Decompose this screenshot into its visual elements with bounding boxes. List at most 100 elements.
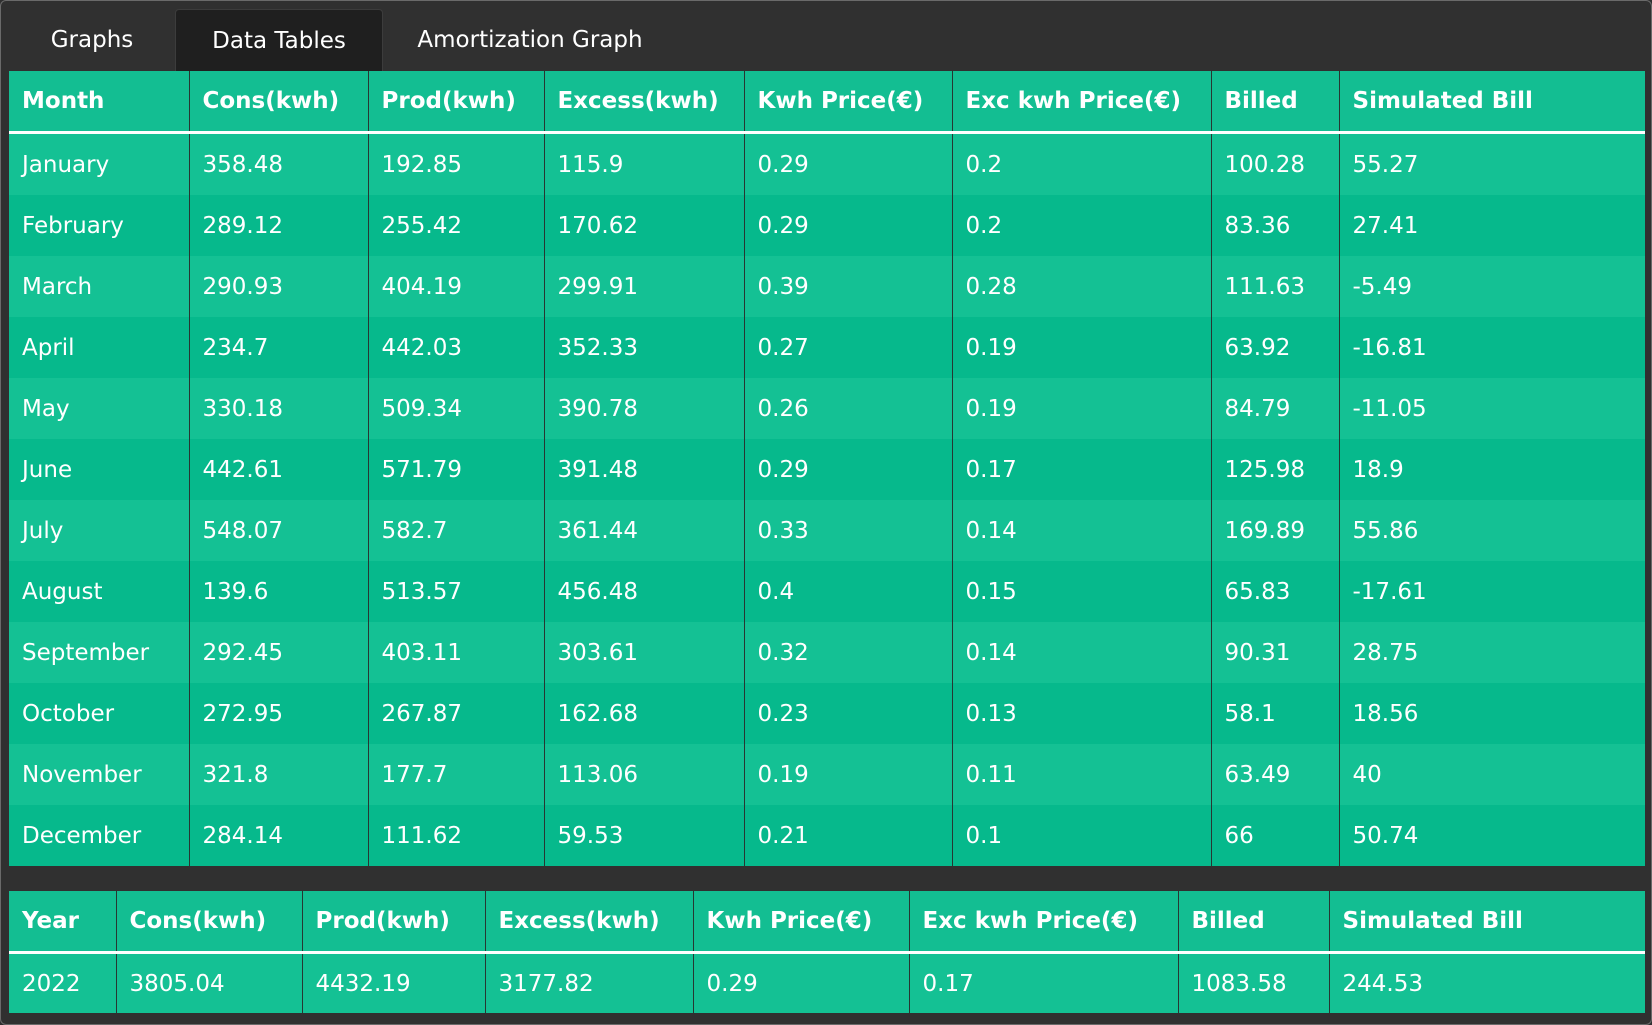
table-cell: 139.6 [188,561,368,622]
table-cell: 352.33 [543,317,744,378]
table-cell: 113.06 [543,744,744,805]
tab-bar: Graphs Data Tables Amortization Graph [9,9,677,71]
table-cell: 0.2 [951,195,1211,256]
col-header-excess[interactable]: Excess(kwh) [484,891,693,954]
tab-amortization-graph[interactable]: Amortization Graph [417,27,643,53]
table-cell: 582.7 [367,500,544,561]
table-cell: 63.92 [1210,317,1339,378]
table-cell: 272.95 [188,683,368,744]
table-row: December 284.14 111.62 59.53 0.21 0.1 66 50.74 [9,805,1645,866]
monthly-table-body: January 358.48 192.85 115.9 0.29 0.2 100.28 55.… [9,132,1645,866]
col-header-year[interactable]: Year [9,891,116,954]
table-cell: 361.44 [543,500,744,561]
table-cell: 28.75 [1338,622,1645,683]
table-cell: 170.62 [543,195,744,256]
table-cell: 299.91 [543,256,744,317]
table-cell: June [9,439,189,500]
table-cell: 0.14 [951,622,1211,683]
table-cell: 59.53 [543,805,744,866]
col-header-exc-kwh-price[interactable]: Exc kwh Price(€) [951,71,1211,134]
table-row: August 139.6 513.57 456.48 0.4 0.15 65.83 -17.6… [9,561,1645,622]
table-cell: 83.36 [1210,195,1339,256]
table-cell: 234.7 [188,317,368,378]
table-cell: 0.33 [743,500,952,561]
yearly-table-body: 2022 3805.04 4432.19 3177.82 0.29 0.17 1083.58… [9,952,1645,1013]
table-cell: 284.14 [188,805,368,866]
col-header-simulated-bill[interactable]: Simulated Bill [1328,891,1645,954]
table-cell: 0.29 [743,195,952,256]
table-cell: 4432.19 [301,952,485,1013]
col-header-prod[interactable]: Prod(kwh) [301,891,485,954]
table-cell: 55.86 [1338,500,1645,561]
col-header-billed[interactable]: Billed [1177,891,1329,954]
table-cell: 18.9 [1338,439,1645,500]
table-cell: -16.81 [1338,317,1645,378]
table-cell: 3805.04 [115,952,302,1013]
col-header-exc-kwh-price[interactable]: Exc kwh Price(€) [908,891,1178,954]
table-cell: 391.48 [543,439,744,500]
table-cell: March [9,256,189,317]
col-header-kwh-price[interactable]: Kwh Price(€) [692,891,909,954]
table-cell: December [9,805,189,866]
tab-data-tables[interactable]: Data Tables [175,9,383,71]
table-cell: 115.9 [543,132,744,195]
table-cell: 0.29 [743,439,952,500]
table-cell: 0.29 [692,952,909,1013]
col-header-kwh-price[interactable]: Kwh Price(€) [743,71,952,134]
table-row: February 289.12 255.42 170.62 0.29 0.2 83.36 27… [9,195,1645,256]
table-cell: 0.4 [743,561,952,622]
table-cell: 456.48 [543,561,744,622]
table-cell: 0.27 [743,317,952,378]
table-cell: -11.05 [1338,378,1645,439]
col-header-billed[interactable]: Billed [1210,71,1339,134]
col-header-month[interactable]: Month [9,71,189,134]
table-cell: 50.74 [1338,805,1645,866]
table-cell: 0.14 [951,500,1211,561]
table-cell: 65.83 [1210,561,1339,622]
table-row: 2022 3805.04 4432.19 3177.82 0.29 0.17 1083.58… [9,952,1645,1013]
table-cell: 0.26 [743,378,952,439]
table-cell: 0.2 [951,132,1211,195]
col-header-excess[interactable]: Excess(kwh) [543,71,744,134]
table-cell: 111.62 [367,805,544,866]
table-cell: 55.27 [1338,132,1645,195]
table-row: March 290.93 404.19 299.91 0.39 0.28 111.63 -5.… [9,256,1645,317]
yearly-header-row: Year Cons(kwh) Prod(kwh) Excess(kwh) Kwh… [9,891,1645,954]
table-row: June 442.61 571.79 391.48 0.29 0.17 125.98 18.9 [9,439,1645,500]
table-row: July 548.07 582.7 361.44 0.33 0.14 169.89 55.86 [9,500,1645,561]
table-cell: 84.79 [1210,378,1339,439]
table-cell: 0.21 [743,805,952,866]
table-cell: 403.11 [367,622,544,683]
table-cell: 548.07 [188,500,368,561]
table-cell: October [9,683,189,744]
table-row: November 321.8 177.7 113.06 0.19 0.11 63.49 40 [9,744,1645,805]
table-cell: 0.23 [743,683,952,744]
table-cell: 111.63 [1210,256,1339,317]
table-cell: September [9,622,189,683]
table-cell: 177.7 [367,744,544,805]
col-header-simulated-bill[interactable]: Simulated Bill [1338,71,1645,134]
table-cell: July [9,500,189,561]
table-cell: 0.39 [743,256,952,317]
table-cell: 289.12 [188,195,368,256]
tab-graphs[interactable]: Graphs [50,27,134,53]
table-cell: -5.49 [1338,256,1645,317]
monthly-header-row: Month Cons(kwh) Prod(kwh) Excess(kwh) Kw… [9,71,1645,134]
table-cell: February [9,195,189,256]
table-cell: August [9,561,189,622]
table-cell: 58.1 [1210,683,1339,744]
table-cell: January [9,132,189,195]
col-header-prod[interactable]: Prod(kwh) [367,71,544,134]
col-header-cons[interactable]: Cons(kwh) [115,891,302,954]
table-cell: 330.18 [188,378,368,439]
col-header-cons[interactable]: Cons(kwh) [188,71,368,134]
table-cell: 40 [1338,744,1645,805]
table-cell: May [9,378,189,439]
table-cell: 66 [1210,805,1339,866]
table-cell: 442.03 [367,317,544,378]
table-cell: 404.19 [367,256,544,317]
table-cell: 0.15 [951,561,1211,622]
table-cell: 0.28 [951,256,1211,317]
table-cell: 321.8 [188,744,368,805]
